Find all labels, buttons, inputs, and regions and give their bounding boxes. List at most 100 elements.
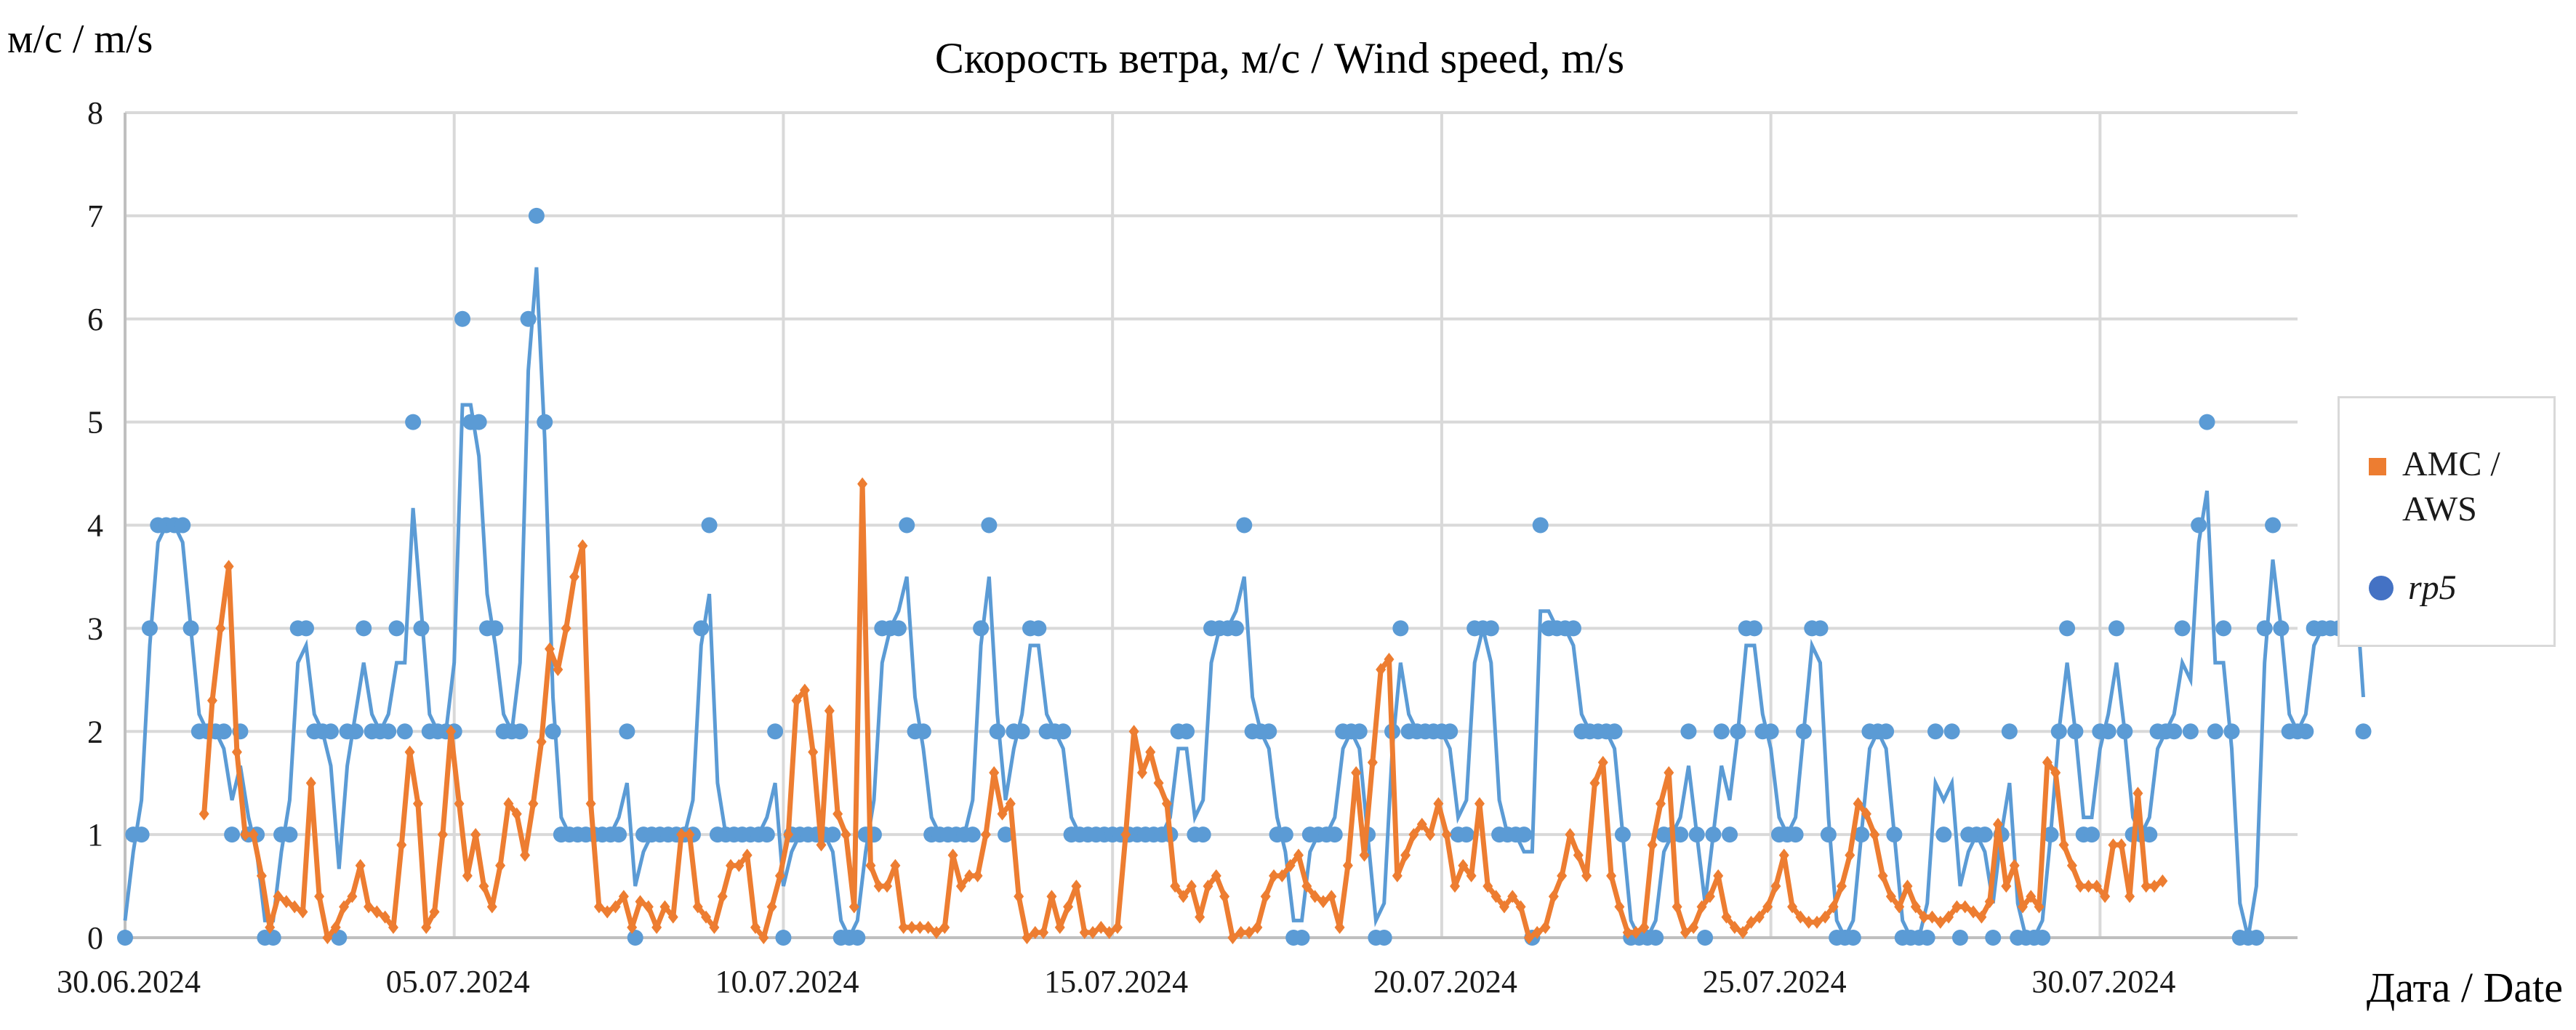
aws-point — [783, 828, 794, 842]
aws-point — [1022, 931, 1032, 944]
aws-point — [1054, 920, 1065, 934]
aws-point — [939, 920, 950, 934]
aws-point — [882, 880, 893, 893]
rp5-point — [1236, 517, 1253, 534]
aws-point — [676, 828, 687, 842]
aws-point — [536, 735, 547, 749]
rp5-point — [141, 620, 158, 637]
aws-point — [774, 869, 785, 882]
aws-point — [1392, 869, 1403, 882]
aws-point — [726, 858, 737, 872]
aws-point — [330, 920, 341, 934]
aws-point — [585, 797, 596, 810]
aws-point — [808, 745, 819, 759]
aws-point — [1902, 880, 1913, 893]
aws-point — [1400, 848, 1411, 862]
aws-point — [1565, 828, 1576, 842]
rp5-point — [998, 826, 1014, 843]
aws-point — [1523, 931, 1534, 944]
aws-point — [404, 745, 415, 759]
aws-point — [1145, 745, 1156, 759]
aws-point — [1112, 920, 1123, 934]
rp5-point — [1927, 723, 1943, 740]
rp5-point — [537, 414, 553, 430]
aws-point — [1993, 817, 2004, 831]
aws-point — [1384, 652, 1395, 666]
aws-point — [2017, 900, 2028, 914]
aws-point — [1005, 797, 1016, 810]
aws-point — [610, 900, 621, 914]
aws-point — [1672, 900, 1682, 914]
x-tick-label: 15.07.2024 — [1044, 964, 1188, 999]
aws-point — [1581, 869, 1592, 882]
aws-point — [553, 663, 563, 677]
aws-point — [364, 900, 374, 914]
aws-point — [1515, 900, 1526, 914]
aws-point — [388, 920, 398, 934]
aws-point — [923, 920, 934, 934]
aws-point — [848, 900, 859, 914]
aws-point — [955, 880, 966, 893]
rp5-point — [824, 826, 841, 843]
aws-point — [1984, 895, 1995, 909]
rp5-point — [2042, 826, 2059, 843]
rp5-point — [1458, 826, 1474, 843]
aws-point — [2091, 880, 2102, 893]
aws-point — [1738, 925, 1749, 939]
aws-point — [1869, 828, 1880, 842]
rp5-point — [347, 723, 364, 740]
aws-point — [758, 931, 769, 944]
aws-point — [1178, 890, 1189, 904]
rp5-point — [487, 620, 504, 637]
aws-point — [1219, 890, 1230, 904]
aws-point — [1195, 910, 1205, 924]
aws-point — [2100, 890, 2111, 904]
aws-point — [256, 869, 267, 882]
rp5-point — [1886, 826, 1903, 843]
aws-point — [1285, 858, 1296, 872]
aws-point — [1622, 925, 1633, 939]
rp5-point — [1227, 620, 1244, 637]
rp5-point — [2001, 723, 2018, 740]
y-tick-label: 2 — [87, 714, 103, 749]
aws-point — [1540, 920, 1551, 934]
aws-point — [873, 880, 884, 893]
aws-point — [1359, 848, 1370, 862]
y-tick-label: 5 — [87, 405, 103, 440]
aws-point — [1968, 905, 1979, 919]
rp5-circle-icon — [2369, 576, 2394, 600]
aws-point — [520, 848, 531, 862]
rp5-point — [2223, 723, 2240, 740]
rp5-point — [1277, 826, 1293, 843]
aws-point — [799, 683, 810, 697]
aws-point — [618, 890, 629, 904]
aws-point — [1812, 915, 1823, 929]
aws-point — [1227, 931, 1238, 944]
aws-point — [1828, 900, 1839, 914]
aws-point — [437, 828, 448, 842]
aws-square-icon — [2369, 458, 2386, 475]
rp5-point — [1878, 723, 1895, 740]
aws-point — [454, 797, 465, 810]
aws-point — [265, 920, 276, 934]
aws-point — [1861, 807, 1871, 821]
aws-point — [198, 807, 209, 821]
aws-point — [824, 704, 835, 717]
aws-point — [972, 869, 983, 882]
aws-point — [462, 869, 473, 882]
aws-point — [1433, 797, 1444, 810]
rp5-point — [520, 310, 537, 327]
aws-point — [1836, 880, 1847, 893]
x-axis-label: Дата / Date — [2367, 964, 2563, 1011]
aws-point — [322, 931, 333, 944]
aws-point — [1079, 925, 1090, 939]
series-aws — [198, 477, 2168, 944]
rp5-point — [701, 517, 718, 534]
aws-point — [289, 900, 300, 914]
aws-point — [857, 477, 868, 491]
aws-point — [602, 905, 613, 919]
rp5-point — [2298, 723, 2314, 740]
aws-point — [1664, 766, 1674, 779]
rp5-point — [298, 620, 314, 637]
rp5-point — [2050, 723, 2067, 740]
